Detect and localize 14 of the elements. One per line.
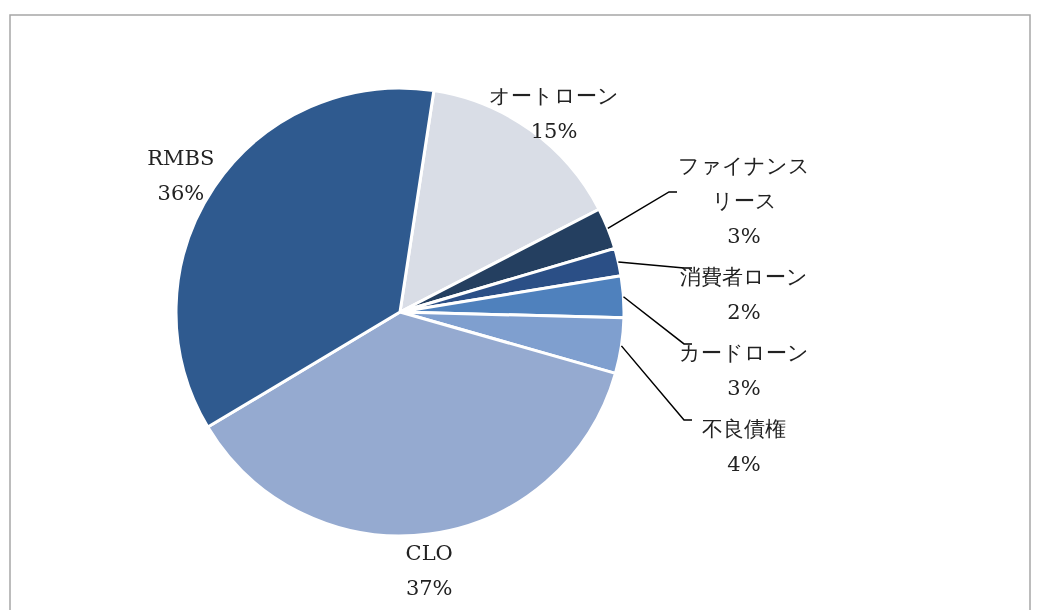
slice-label: ファイナンスリース	[678, 153, 810, 213]
slice-label: RMBS	[147, 146, 215, 171]
slice-label: カードローン	[679, 340, 809, 365]
slice-label: 消費者ローン	[680, 264, 808, 289]
data-label: 15%	[530, 119, 578, 144]
data-label: 2%	[727, 299, 761, 324]
data-label: 3%	[727, 375, 761, 400]
slice-label: オートローン	[489, 84, 620, 109]
slice-label: CLO	[405, 541, 453, 565]
data-label: 3%	[727, 223, 761, 248]
data-label: 4%	[727, 451, 761, 476]
data-label: 37%	[405, 576, 453, 600]
slice-label: 不良債権	[702, 416, 786, 441]
data-label: 36%	[157, 181, 205, 206]
